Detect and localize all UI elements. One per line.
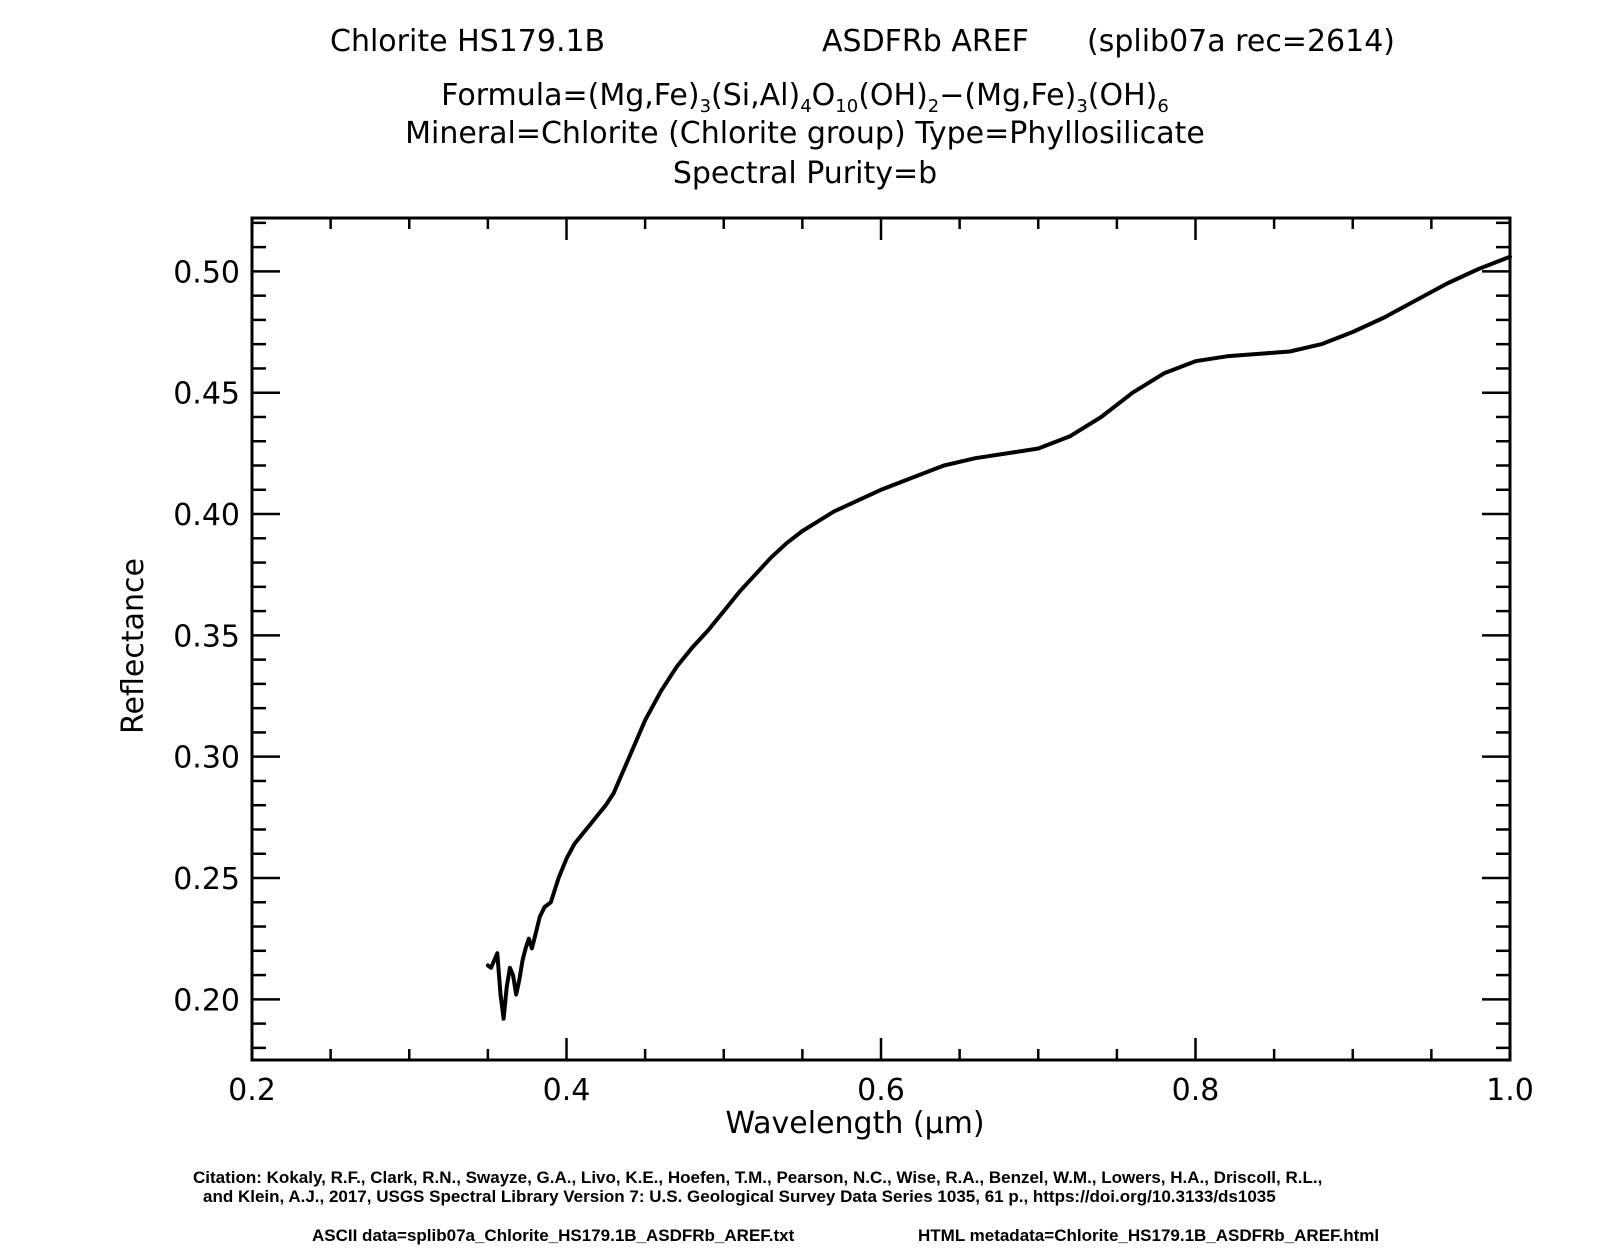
y-axis-label: Reflectance [116,558,151,734]
y-tick-label: 0.25 [173,862,240,897]
instrument-label: ASDFRb AREF [822,24,1029,59]
html-metadata-filename: HTML metadata=Chlorite_HS179.1B_ASDFRb_A… [918,1226,1380,1245]
tick-marks [250,218,1512,1060]
tick-labels: 0.2 0.4 0.6 0.8 1.0 0.20 0.25 0.30 0.35 0.40 0.45 0… [173,255,1534,1108]
x-tick-label: 0.2 [228,1073,276,1108]
ascii-data-filename: ASCII data=splib07a_Chlorite_HS179.1B_AS… [312,1226,795,1245]
mineral-line: Mineral=Chlorite (Chlorite group) Type=P… [405,116,1205,151]
x-tick-label: 0.6 [857,1073,905,1108]
citation-line-2: and Klein, A.J., 2017, USGS Spectral Lib… [203,1187,1276,1206]
y-tick-label: 0.45 [173,377,240,412]
y-tick-label: 0.40 [173,498,240,533]
formula-line: Formula=(Mg,Fe)3(Si,Al)4O10(OH)2−(Mg,Fe)… [441,78,1169,117]
x-axis-label: Wavelength (μm) [725,1106,984,1141]
y-tick-label: 0.20 [173,983,240,1018]
spectrum-line [485,254,1512,1021]
data-layer [485,254,1512,1021]
y-tick-label: 0.35 [173,619,240,654]
y-tick-label: 0.30 [173,741,240,776]
citation-line-1: Citation: Kokaly, R.F., Clark, R.N., Swa… [193,1168,1323,1187]
purity-line: Spectral Purity=b [672,156,938,191]
x-tick-label: 1.0 [1486,1073,1534,1108]
sample-name: Chlorite HS179.1B [330,24,606,59]
x-tick-label: 0.8 [1172,1073,1220,1108]
record-label: (splib07a rec=2614) [1087,24,1395,59]
x-tick-label: 0.4 [543,1073,591,1108]
y-tick-label: 0.50 [173,255,240,290]
